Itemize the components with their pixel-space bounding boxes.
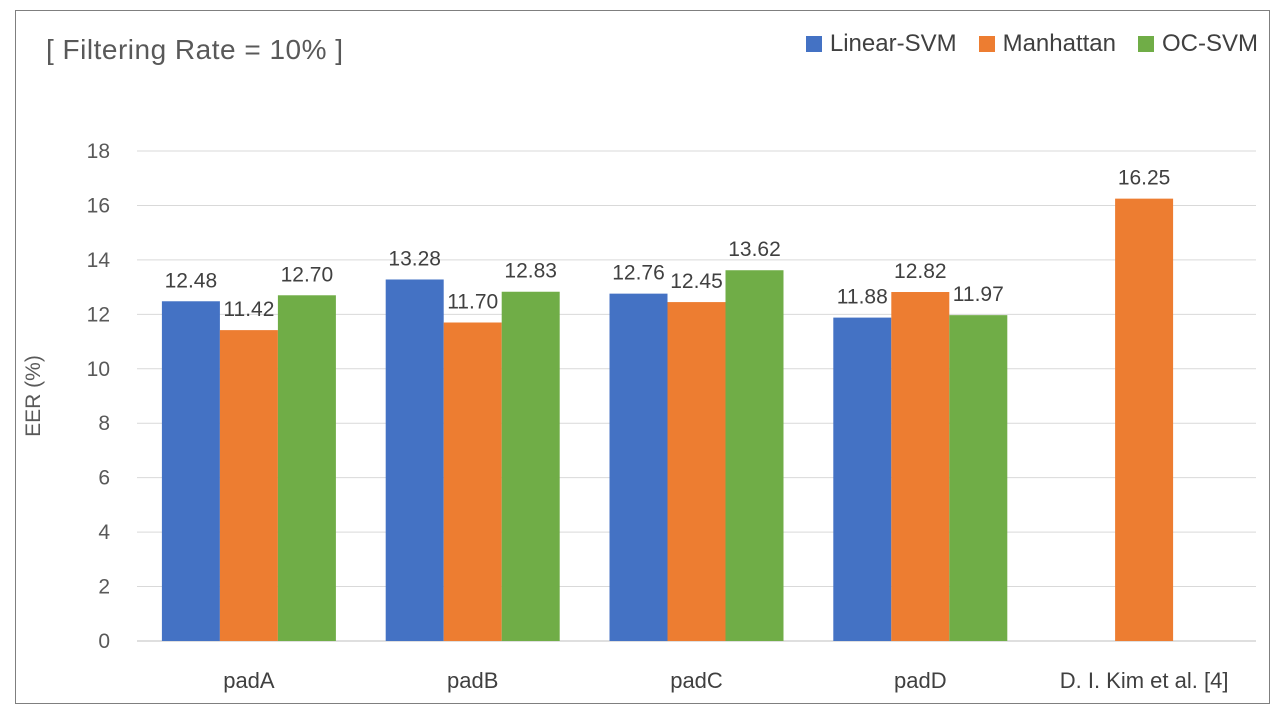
legend-label-manhattan: Manhattan	[1002, 30, 1116, 57]
data-label-linear-svm-padC: 12.76	[612, 262, 665, 285]
data-label-linear-svm-padB: 13.28	[388, 247, 441, 270]
data-label-oc-svm-padD: 11.97	[953, 283, 1004, 306]
x-tick-label-0: padA	[223, 668, 275, 693]
legend-label-oc-svm: OC-SVM	[1162, 30, 1258, 57]
data-label-linear-svm-padD: 11.88	[837, 286, 888, 309]
bar-manhattan-padA	[219, 330, 278, 641]
y-tick-label-14: 14	[87, 249, 111, 272]
legend-swatch-manhattan	[978, 36, 995, 52]
legend-item-linear-svm: Linear-SVM	[805, 30, 957, 58]
chart-legend: Linear-SVM Manhattan OC-SVM	[784, 30, 1258, 58]
y-tick-label-16: 16	[87, 194, 110, 217]
y-tick-label-4: 4	[98, 521, 110, 544]
bar-linear-svm-padB	[385, 279, 444, 641]
legend-swatch-oc-svm	[1138, 36, 1154, 52]
data-label-oc-svm-padC: 13.62	[728, 238, 781, 261]
x-tick-label-3: padD	[894, 668, 947, 693]
x-tick-label-1: padB	[447, 668, 498, 693]
chart-title: [ Filtering Rate = 10% ]	[46, 34, 344, 65]
data-label-manhattan-padD: 12.82	[894, 260, 947, 283]
bar-manhattan-padB	[443, 322, 502, 641]
bar-manhattan-D. I. Kim et al. [4]	[1115, 198, 1174, 641]
bar-manhattan-padD	[891, 292, 950, 641]
x-tick-label-2: padC	[670, 668, 723, 693]
bar-oc-svm-padD	[949, 315, 1008, 641]
y-tick-label-0: 0	[98, 630, 110, 653]
y-tick-label-8: 8	[98, 412, 110, 435]
legend-swatch-linear-svm	[805, 36, 822, 52]
bar-oc-svm-padC	[725, 270, 784, 641]
legend-item-manhattan: Manhattan	[978, 30, 1116, 58]
bar-oc-svm-padA	[277, 295, 336, 641]
y-tick-label-2: 2	[98, 576, 110, 599]
y-tick-label-18: 18	[87, 140, 110, 163]
y-axis-title: EER (%)	[22, 355, 45, 437]
bar-linear-svm-padC	[609, 293, 668, 641]
data-label-oc-svm-padB: 12.83	[504, 260, 557, 283]
y-tick-label-12: 12	[87, 303, 110, 326]
data-label-manhattan-D. I. Kim et al. [4]: 16.25	[1118, 167, 1171, 190]
data-label-manhattan-padC: 12.45	[670, 270, 723, 293]
data-label-oc-svm-padA: 12.70	[281, 263, 334, 286]
data-label-linear-svm-padA: 12.48	[165, 269, 218, 292]
bar-linear-svm-padA	[161, 301, 220, 641]
bar-manhattan-padC	[667, 302, 726, 641]
x-tick-label-4: D. I. Kim et al. [4]	[1060, 668, 1229, 693]
bar-oc-svm-padB	[501, 291, 560, 641]
y-tick-label-6: 6	[98, 467, 110, 490]
data-label-manhattan-padA: 11.42	[223, 298, 274, 321]
bar-linear-svm-padD	[833, 317, 892, 641]
legend-item-oc-svm: OC-SVM	[1138, 30, 1258, 58]
data-label-manhattan-padB: 11.70	[447, 291, 498, 314]
y-tick-label-10: 10	[87, 358, 110, 381]
legend-label-linear-svm: Linear-SVM	[829, 30, 957, 57]
